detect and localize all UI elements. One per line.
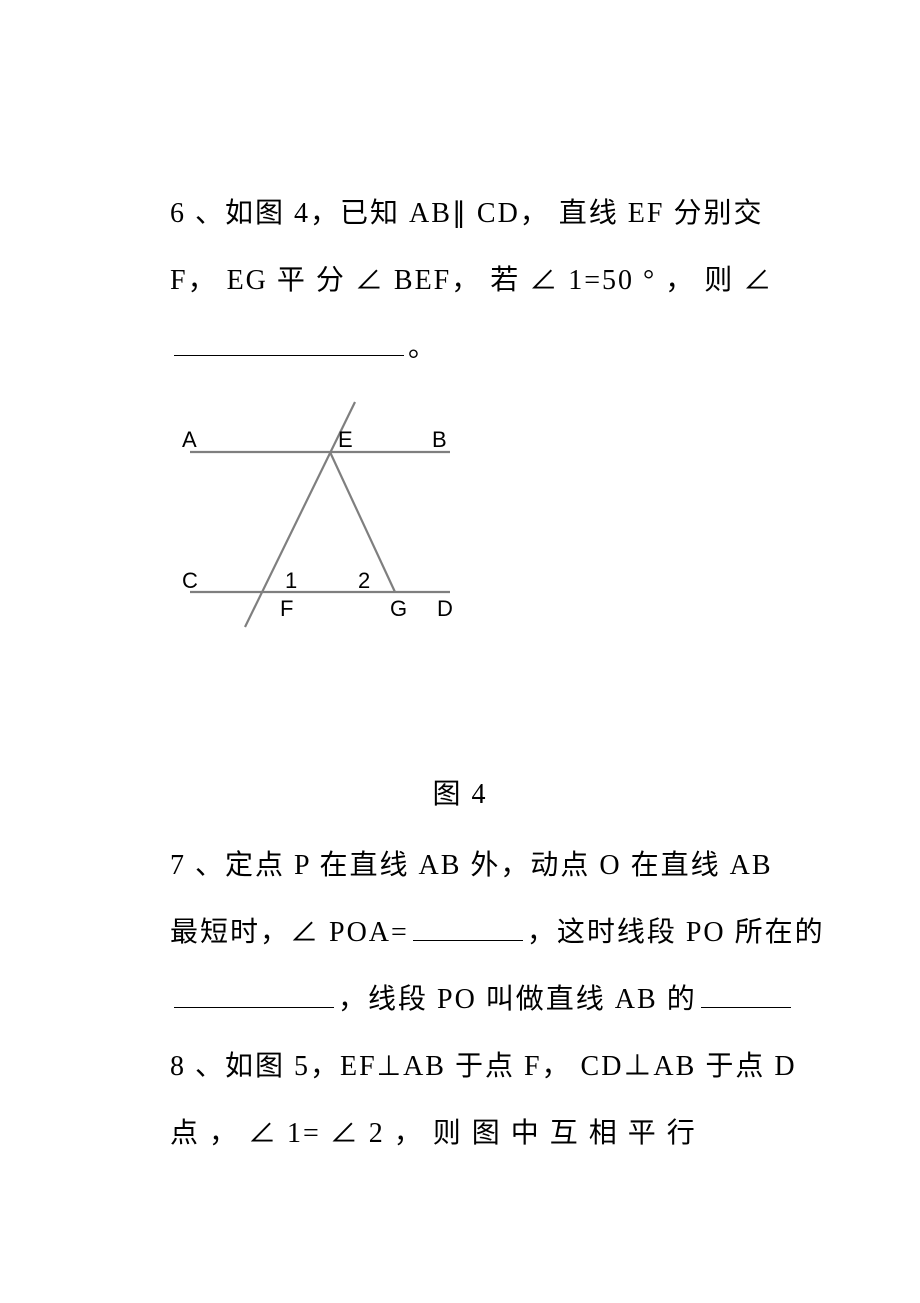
label-f: F: [280, 596, 293, 621]
label-g: G: [390, 596, 407, 621]
q7-blank-3: [701, 982, 791, 1008]
label-b: B: [432, 427, 447, 452]
q7-blank-2: [174, 982, 334, 1008]
q7-line2-a: 最短时，∠ POA=: [170, 917, 409, 948]
q7-line3: ，线段 PO 叫做直线 AB 的: [170, 966, 920, 1033]
q6-line2: F， EG 平 分 ∠ BEF， 若 ∠ 1=50 ° ， 则 ∠: [170, 247, 920, 314]
q6-line3: 。: [170, 314, 920, 381]
q8-line2: 点 ， ∠ 1= ∠ 2 ， 则 图 中 互 相 平 行: [170, 1100, 920, 1167]
page: 6 、如图 4，已知 AB∥ CD， 直线 EF 分别交 F， EG 平 分 ∠…: [0, 0, 920, 1303]
q7-line3-b: ，线段 PO 叫做直线 AB 的: [338, 984, 697, 1015]
q6-line1: 6 、如图 4，已知 AB∥ CD， 直线 EF 分别交: [170, 180, 920, 247]
label-2: 2: [358, 568, 370, 593]
q7-line2-b: ，这时线段 PO 所在的: [527, 917, 825, 948]
q8-line1: 8 、如图 5，EF⊥AB 于点 F， CD⊥AB 于点 D: [170, 1033, 920, 1100]
figure-4-svg: A E B C 1 2 F G D: [160, 392, 500, 652]
figure-4: A E B C 1 2 F G D: [160, 392, 500, 652]
q7-line1: 7 、定点 P 在直线 AB 外，动点 O 在直线 AB: [170, 832, 920, 899]
label-d: D: [437, 596, 453, 621]
q6-blank: [174, 330, 404, 356]
q7-line2: 最短时，∠ POA= ，这时线段 PO 所在的: [170, 899, 920, 966]
label-1: 1: [285, 568, 297, 593]
q6-line3-suffix: 。: [408, 332, 438, 363]
label-a: A: [182, 427, 197, 452]
label-c: C: [182, 568, 198, 593]
label-e: E: [338, 427, 353, 452]
figure-4-caption: 图 4: [0, 772, 920, 812]
q7-blank-1: [413, 915, 523, 941]
